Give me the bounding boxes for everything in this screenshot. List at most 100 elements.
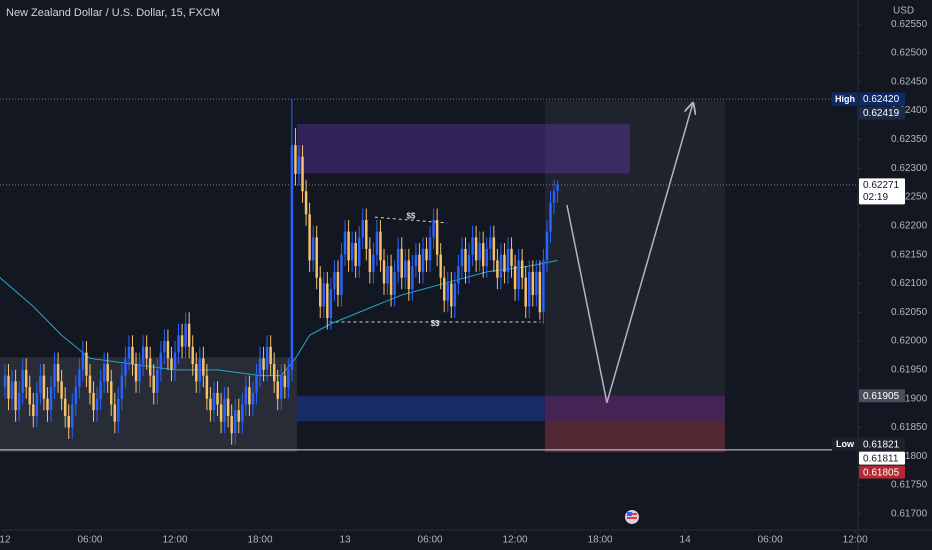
candle-body: [166, 341, 170, 359]
candle-body: [138, 364, 141, 382]
candle-body: [506, 248, 510, 272]
candle-body: [396, 248, 400, 272]
candle-body: [195, 364, 198, 382]
price-label: 0.61821: [863, 439, 900, 450]
candle-body: [510, 248, 513, 267]
candle-body: [262, 358, 265, 370]
candle-body: [478, 243, 481, 261]
candle-body: [425, 248, 428, 261]
candle-body: [340, 254, 343, 295]
candle-body: [467, 254, 471, 272]
candle-body: [39, 375, 42, 393]
candle-body: [255, 375, 258, 393]
candle-body: [379, 231, 382, 261]
candle-body: [17, 392, 21, 411]
liquidity-label: $$: [406, 211, 415, 220]
candle-body: [184, 323, 187, 347]
candle-body: [308, 214, 311, 261]
candle-body: [418, 254, 421, 272]
candle-body: [276, 381, 279, 399]
candle-body: [233, 410, 237, 434]
x-tick-label: 06:00: [418, 535, 443, 546]
candle-body: [389, 266, 393, 295]
candle-body: [287, 369, 290, 388]
candle-body: [503, 254, 506, 272]
candle-body: [361, 220, 364, 238]
y-tick-label: 0.62550: [891, 19, 928, 30]
candle-body: [513, 266, 517, 290]
candle-body: [556, 184, 559, 192]
y-tick-label: 0.62400: [891, 105, 928, 116]
candle-body: [294, 145, 297, 174]
candle-body: [375, 231, 379, 255]
price-label: 0.62420: [863, 94, 900, 105]
candle-body: [386, 266, 389, 284]
price-tag: Low: [836, 439, 855, 449]
plot-area: $$ $$: [0, 98, 858, 453]
price-countdown: 02:19: [863, 192, 888, 203]
candle-body: [85, 352, 88, 376]
candle-body: [382, 260, 386, 284]
candle-body: [177, 335, 180, 353]
candle-body: [297, 156, 301, 174]
liquidity-label: $$: [431, 319, 440, 328]
candle-body: [46, 398, 49, 411]
candle-body: [219, 404, 223, 422]
candle-body: [407, 260, 411, 290]
candle-body: [496, 260, 499, 278]
y-tick-label: 0.62250: [891, 192, 928, 203]
candle-body: [244, 387, 248, 405]
candle-body: [333, 271, 336, 290]
candle-body: [464, 248, 467, 272]
candle-body: [109, 381, 113, 405]
candle-body: [191, 346, 194, 365]
candle-body: [223, 398, 226, 422]
price-label: 0.61805: [863, 467, 900, 478]
y-tick-label: 0.62000: [891, 336, 928, 347]
zone: [296, 123, 630, 174]
candle-body: [198, 358, 202, 382]
price-label-box: [859, 465, 905, 479]
candle-body: [545, 231, 549, 261]
candle-body: [411, 266, 414, 290]
candle-body: [42, 375, 46, 399]
candle-body: [311, 237, 315, 261]
candle-body: [329, 289, 333, 318]
candle-body: [283, 375, 287, 388]
y-tick-label: 0.62500: [891, 48, 928, 59]
zone: [544, 100, 725, 453]
candle-body: [538, 271, 542, 313]
candle-body: [102, 364, 106, 382]
candle-body: [95, 398, 99, 411]
candle-body: [145, 346, 148, 359]
price-tag: High: [835, 94, 855, 104]
candle-body: [117, 398, 120, 422]
x-tick-label: 12:00: [843, 535, 868, 546]
price-tag-box: [832, 92, 858, 106]
candle-body: [414, 254, 418, 267]
candle-body: [446, 283, 450, 301]
candle-body: [481, 243, 485, 267]
zone: [544, 421, 725, 453]
candle-body: [28, 387, 31, 405]
candle-body: [209, 398, 212, 411]
candle-body: [14, 381, 17, 411]
y-tick-label: 0.61900: [891, 393, 928, 404]
price-label-box: [859, 389, 905, 403]
candle-body: [237, 410, 241, 422]
candle-body: [120, 375, 124, 399]
candle-body: [404, 260, 407, 278]
candle-body: [258, 358, 262, 376]
candle-body: [141, 346, 145, 365]
candle-body: [326, 283, 329, 318]
candle-body: [3, 375, 7, 388]
x-tick-label: 12:00: [162, 535, 187, 546]
price-label-box: [859, 178, 905, 205]
candle-body: [180, 335, 184, 347]
candle-body: [35, 392, 39, 416]
candle-body: [552, 191, 556, 203]
candle-body: [517, 260, 520, 290]
candle-body: [163, 341, 166, 353]
y-tick-label: 0.61700: [891, 509, 928, 520]
